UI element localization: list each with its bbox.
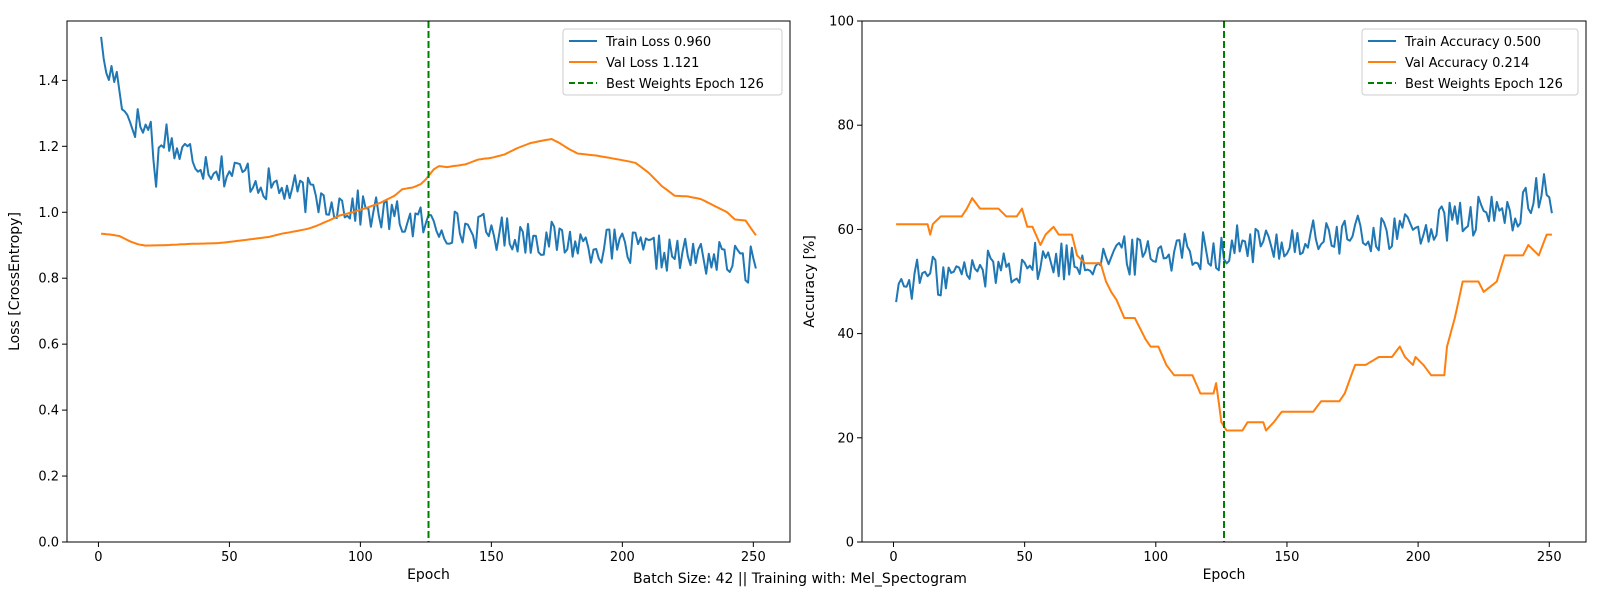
x-tick-label: 0 bbox=[889, 550, 897, 565]
y-tick-label: 0.4 bbox=[38, 404, 59, 419]
y-tick-label: 80 bbox=[837, 119, 854, 134]
axes-frame bbox=[66, 20, 791, 543]
x-tick-label: 50 bbox=[221, 550, 238, 565]
y-axis-label: Accuracy [%] bbox=[802, 235, 818, 328]
y-tick-label: 0.0 bbox=[38, 536, 59, 551]
y-tick-label: 0 bbox=[846, 536, 854, 551]
legend-label: Val Loss 1.121 bbox=[606, 56, 699, 71]
x-tick-label: 100 bbox=[348, 550, 373, 565]
x-tick-label: 100 bbox=[1143, 550, 1168, 565]
y-tick-label: 20 bbox=[837, 431, 854, 446]
x-tick-label: 200 bbox=[610, 550, 635, 565]
x-tick-label: 150 bbox=[1275, 550, 1300, 565]
legend-label: Best Weights Epoch 126 bbox=[1405, 77, 1563, 92]
y-tick-label: 0.8 bbox=[38, 272, 59, 287]
y-tick-label: 1.0 bbox=[38, 206, 59, 221]
legend-label: Val Accuracy 0.214 bbox=[1405, 56, 1529, 71]
y-axis-label: Loss [CrossEntropy] bbox=[7, 212, 23, 351]
x-tick-label: 50 bbox=[1016, 550, 1033, 565]
x-axis-label: Epoch bbox=[407, 567, 450, 583]
y-tick-label: 1.2 bbox=[38, 140, 59, 155]
axes-frame bbox=[861, 20, 1587, 543]
legend-box bbox=[1361, 28, 1579, 96]
legend-label: Train Accuracy 0.500 bbox=[1404, 35, 1541, 50]
x-tick-label: 250 bbox=[741, 550, 766, 565]
y-tick-label: 0.6 bbox=[38, 338, 59, 353]
x-tick-label: 250 bbox=[1537, 550, 1562, 565]
footer-text: Batch Size: 42 || Training with: Mel_Spe… bbox=[633, 571, 967, 587]
y-tick-label: 0.2 bbox=[38, 470, 59, 485]
y-tick-label: 40 bbox=[837, 327, 854, 342]
legend-label: Best Weights Epoch 126 bbox=[606, 77, 764, 92]
legend-label: Train Loss 0.960 bbox=[605, 35, 711, 50]
x-axis-label: Epoch bbox=[1203, 567, 1246, 583]
x-tick-label: 200 bbox=[1406, 550, 1431, 565]
y-tick-label: 1.4 bbox=[38, 74, 59, 89]
series-line-0 bbox=[895, 173, 1553, 303]
x-tick-label: 0 bbox=[94, 550, 102, 565]
loss-chart: 0 50 100 150 200 250 0.0 0.2 0.4 0.6 0.8 1.0 1.2 1.4 E… bbox=[7, 20, 791, 583]
accuracy-chart: 0 50 100 150 200 250 0 20 40 60 80 100 Epoch Accuracy… bbox=[802, 15, 1587, 583]
y-tick-label: 100 bbox=[829, 15, 854, 30]
legend-box bbox=[562, 28, 783, 96]
x-tick-label: 150 bbox=[479, 550, 504, 565]
y-tick-label: 60 bbox=[837, 223, 854, 238]
